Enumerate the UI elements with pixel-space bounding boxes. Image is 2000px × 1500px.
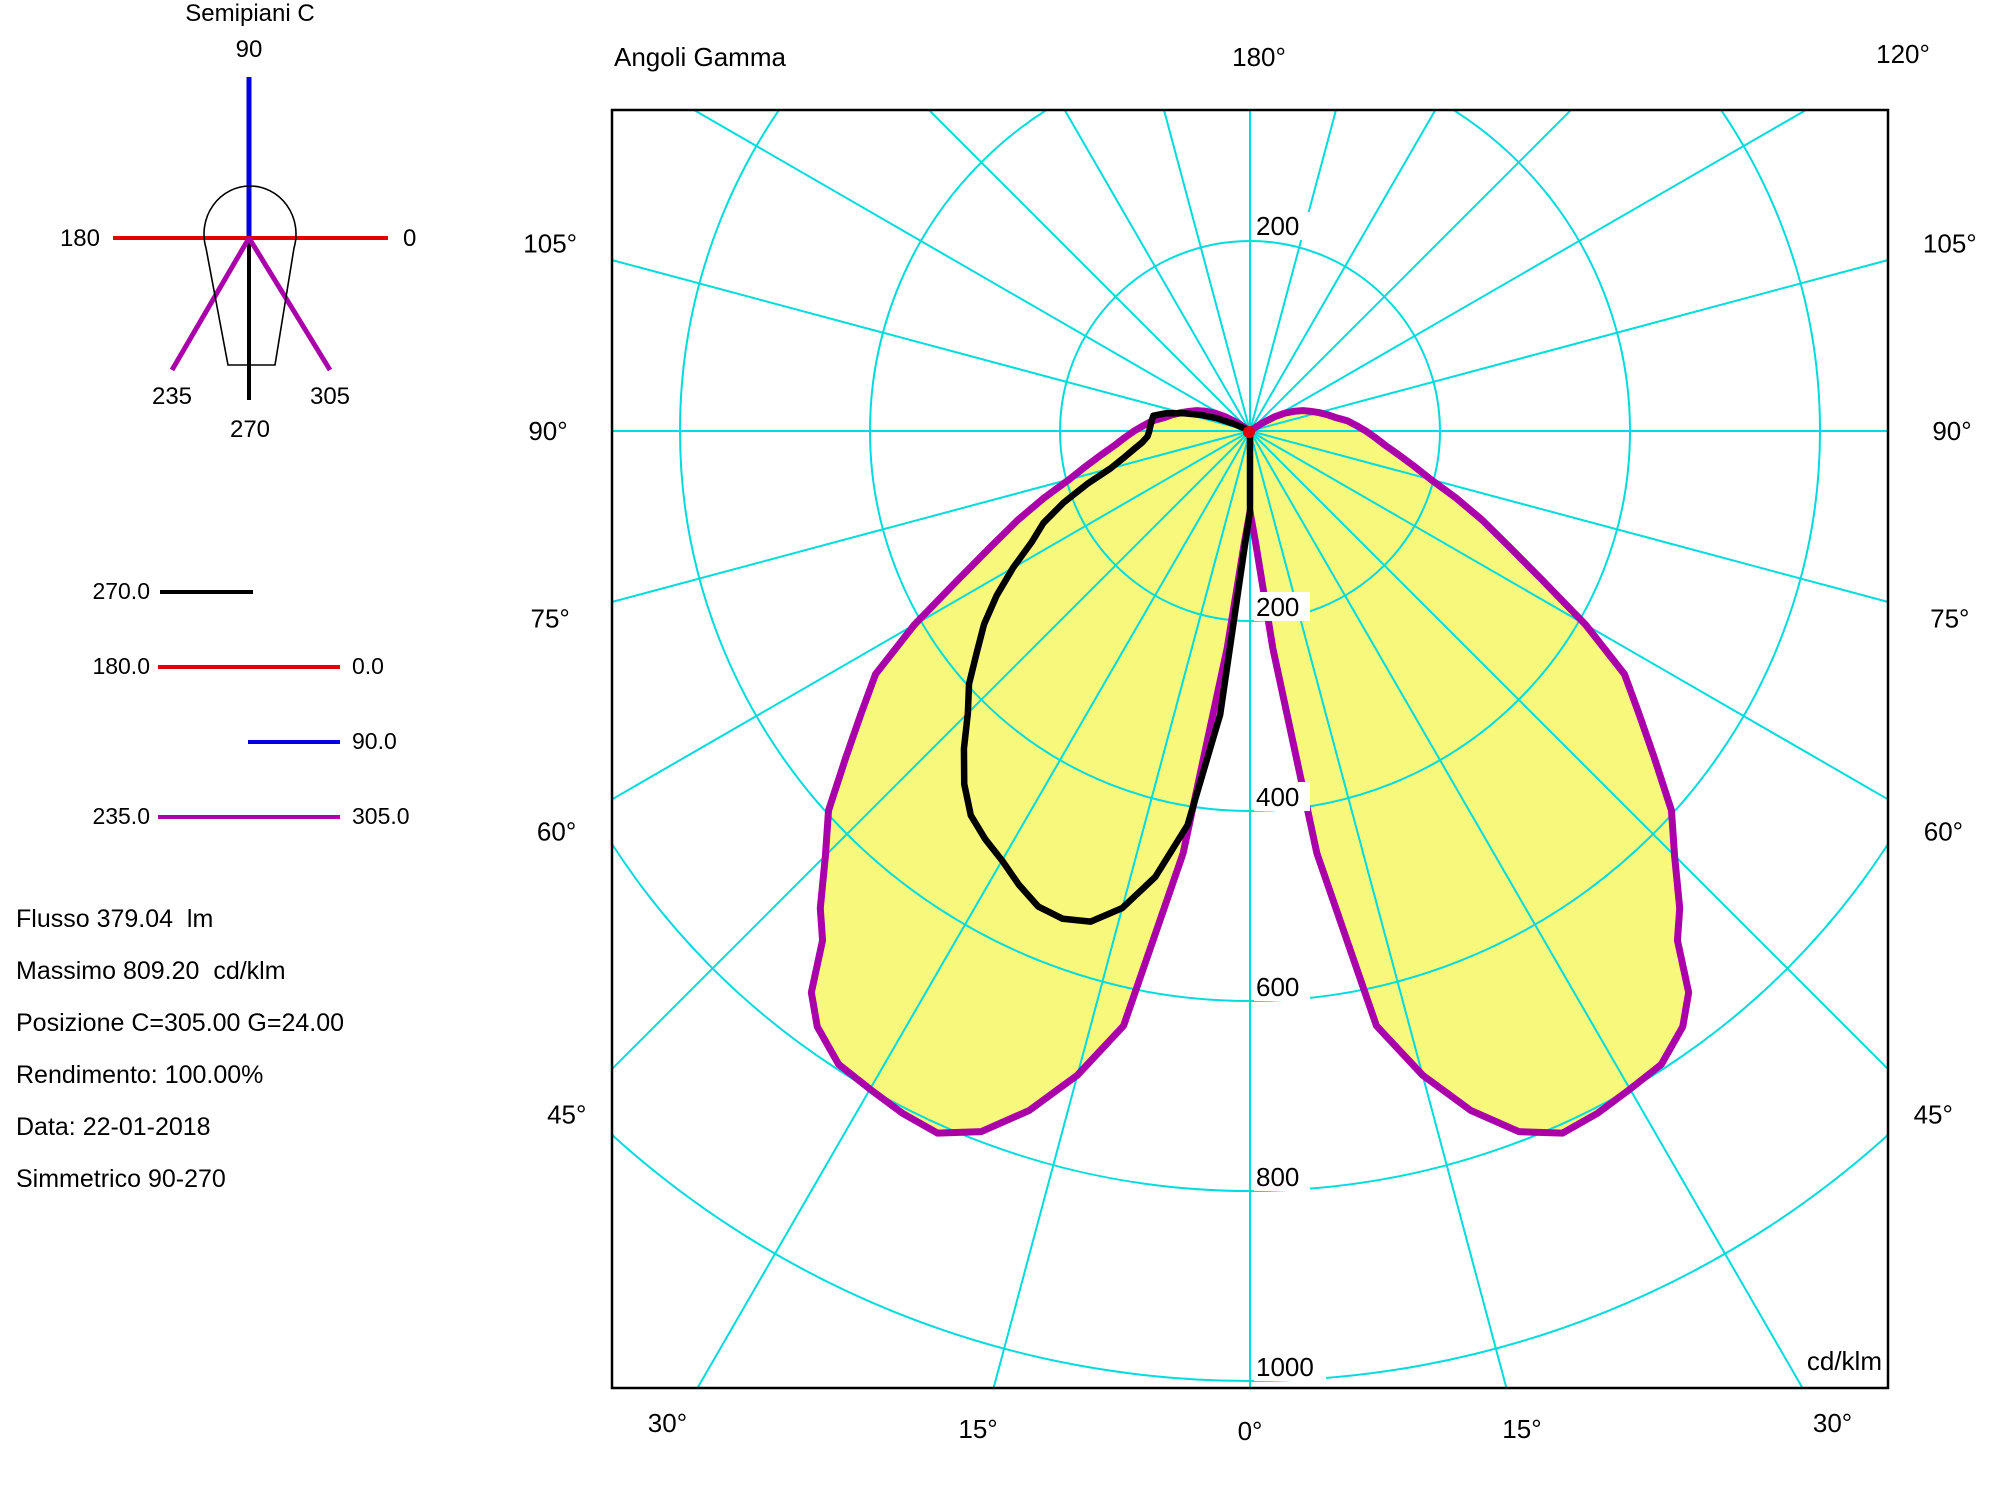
radial-label-mask (1254, 972, 1310, 1001)
gamma-label-right: 75° (1930, 604, 1969, 634)
gamma-grid-ray (1249, 110, 1808, 432)
gamma-grid-ray (1249, 110, 1573, 432)
gamma-grid-ray (992, 430, 1251, 1388)
legend-line-swatch (158, 665, 340, 669)
lamp-outline-icon (203, 185, 297, 366)
gamma-grid-ray (927, 110, 1251, 432)
gamma-label-bottom: 0° (1238, 1416, 1263, 1446)
c270-curve (960, 409, 1254, 925)
legend-row: 270.0 (0, 578, 500, 604)
axis-label-0: 0 (403, 225, 416, 252)
legend-right-label: 0.0 (352, 653, 384, 679)
c235-axis (169, 236, 252, 372)
gamma-label-left: 90° (528, 416, 567, 446)
gamma-grid-ray (612, 430, 1251, 1071)
radial-label-mask (1254, 1352, 1326, 1381)
gamma-grid-ray (1063, 110, 1251, 432)
radial-tick-label: 200 (1256, 592, 1299, 622)
axis-label-90: 90 (236, 36, 263, 63)
gamma-grid-ray (1249, 430, 1508, 1388)
legend-row: 180.0 0.0 (0, 653, 500, 679)
gamma-grid-ray (1249, 430, 1888, 801)
gamma-grid-ray (696, 430, 1251, 1388)
legend-left-label: 180.0 (92, 653, 150, 679)
gamma-label-right: 45° (1914, 1099, 1953, 1129)
gamma-label-120: 120° (1876, 39, 1930, 69)
radial-label-mask (1254, 212, 1310, 240)
radial-grid-circle (612, 841, 1888, 1192)
gamma-grid-ray (612, 430, 1251, 603)
legend-right-label: 305.0 (352, 803, 410, 829)
legend-row: 235.0 305.0 (0, 803, 500, 829)
gamma-grid-ray (1249, 259, 1888, 432)
gamma-label-left: 75° (531, 604, 570, 634)
gamma-label-bottom: 15° (958, 1414, 997, 1444)
radial-label-mask (1254, 592, 1310, 621)
gamma-label-right: 105° (1923, 228, 1977, 258)
plot-border (610, 108, 1890, 1390)
gamma-label-left: 60° (537, 816, 576, 846)
axis-label-270: 270 (230, 416, 270, 443)
axis-label-305: 305 (310, 383, 350, 410)
gamma-label-right: 90° (1932, 416, 1971, 446)
gamma-grid-ray (1249, 430, 1888, 603)
gamma-grid-ray (1249, 110, 1437, 432)
c0-c180-curve (1243, 426, 1255, 438)
radial-tick-label: 400 (1256, 782, 1299, 812)
c305-axis (246, 236, 333, 372)
radial-tick-label: 600 (1256, 972, 1299, 1002)
legend-line-swatch (160, 590, 253, 594)
axis-label-235: 235 (152, 383, 192, 410)
gamma-label-bottom: 30° (648, 1408, 687, 1438)
legend-line-swatch (248, 740, 340, 744)
gamma-grid-ray (1249, 430, 1804, 1388)
radial-tick-label: 1000 (1256, 1352, 1314, 1382)
legend-left-label: 235.0 (92, 803, 150, 829)
radial-tick-label: 800 (1256, 1162, 1299, 1192)
semipiani-title: Semipiani C (185, 0, 315, 27)
gamma-label-left: 45° (547, 1099, 586, 1129)
chart-title: Angoli Gamma (614, 42, 786, 72)
gamma-label-left: 105° (523, 228, 577, 258)
gamma-grid-ray (1249, 430, 1888, 1071)
gamma-grid-ray (1162, 110, 1251, 432)
axis-label-180: 180 (60, 225, 100, 252)
legend-right-label: 90.0 (352, 728, 397, 754)
gamma-label-180: 180° (1232, 42, 1286, 72)
legend-row: 90.0 (0, 728, 500, 754)
unit-label: cd/klm (1807, 1346, 1882, 1376)
gamma-grid-ray (1249, 110, 1338, 432)
gamma-grid-ray (612, 430, 1251, 801)
c-planes-symbol: 90 180 0 235 305 270 (60, 36, 416, 443)
intensity-lobes-fill (811, 410, 1689, 1134)
gamma-label-right: 60° (1924, 816, 1963, 846)
gamma-grid-ray (612, 259, 1251, 432)
gamma-label-bottom: 30° (1813, 1408, 1852, 1438)
legend-line-swatch (158, 815, 340, 819)
gamma-grid-ray (692, 110, 1251, 432)
gamma-label-bottom: 15° (1502, 1414, 1541, 1444)
photometric-info-text: Flusso 379.04 lm Massimo 809.20 cd/klm P… (16, 905, 345, 1193)
radial-tick-label-top: 200 (1256, 211, 1299, 241)
radial-label-mask (1254, 1162, 1310, 1191)
legend-left-label: 270.0 (92, 578, 150, 604)
radial-label-mask (1254, 782, 1310, 811)
